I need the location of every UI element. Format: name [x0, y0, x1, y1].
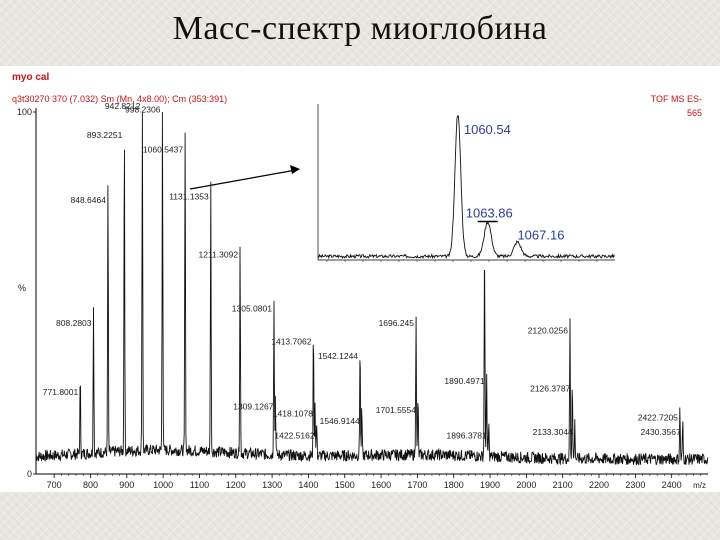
peak-label: 1546.9144	[320, 416, 360, 426]
main-trace	[35, 111, 709, 466]
peak-label: 1211.3092	[199, 249, 239, 259]
inset-pointer-arrowhead	[290, 165, 300, 174]
main-peak-labels: 771.8001 808.2803 848.6464 893.2251 942.8212…	[43, 101, 681, 440]
peak-label: 2422.7205	[638, 412, 678, 422]
sample-name: myo cal	[12, 72, 50, 83]
peak-label: 2133.3044	[533, 427, 573, 437]
x-tick-label: 1600	[371, 480, 391, 490]
spectrum-panel: myo cal q3t30270 370 (7.032) Sm (Mn, 4x8…	[0, 66, 720, 492]
peak-label: 771.8001	[43, 387, 79, 397]
acquisition-mode: TOF MS ES-	[650, 94, 702, 104]
peak-label: 1060.5437	[143, 144, 183, 154]
inset-background	[314, 96, 623, 270]
x-tick-label: 2200	[589, 480, 609, 490]
peak-label: 1696.245	[379, 318, 415, 328]
peak-label: 893.2251	[87, 130, 123, 140]
inset-peak-label: 1060.54	[464, 122, 511, 137]
mass-spectrum-chart: 700 800 900 1000 1100 1200 1300 1400 1500 1600 170…	[17, 96, 709, 490]
peak-label: 2126.3787	[530, 383, 570, 393]
x-axis-label: m/z	[693, 481, 706, 490]
x-tick-label: 1400	[298, 480, 318, 490]
inset-spectrum-line	[317, 115, 615, 260]
zoom-inset: 1060.54 1063.86 1067.16	[189, 96, 623, 270]
x-tick-label: 1300	[262, 480, 282, 490]
inset-peak-label: 1067.16	[517, 228, 564, 243]
peak-label: 1305.0801	[232, 304, 272, 314]
peak-label: 1418.1078	[273, 409, 313, 419]
x-tick-label: 1500	[335, 480, 355, 490]
x-tick-label: 700	[47, 480, 62, 490]
inset-pointer-line	[189, 169, 297, 190]
slide-title: Масс-спектр миоглобина	[172, 10, 548, 47]
x-tick-label: 1200	[226, 480, 246, 490]
intensity-counts: 565	[686, 108, 702, 118]
x-tick-label: 800	[83, 480, 98, 490]
peak-label: 1422.5162	[274, 430, 314, 440]
peak-label: 808.2803	[56, 318, 92, 328]
y-axis-label: %	[18, 283, 26, 293]
x-tick-label: 2000	[516, 480, 536, 490]
spectrum-line	[35, 111, 709, 466]
scan-info: q3t30270 370 (7.032) Sm (Mn, 4x8.00); Cm…	[12, 94, 228, 104]
peak-label: 1309.1267	[233, 401, 273, 411]
main-axes: 700 800 900 1000 1100 1200 1300 1400 1500 1600 170…	[17, 107, 708, 490]
x-tick-label: 1900	[480, 480, 500, 490]
x-tick-label: 1100	[190, 480, 209, 490]
peak-label: 1890.4971	[444, 376, 484, 386]
x-tick-label: 2300	[625, 480, 645, 490]
peak-label: 1413.7062	[271, 336, 311, 346]
x-tick-label: 2100	[553, 480, 573, 490]
peak-label: 942.8212	[105, 101, 141, 111]
y-tick-label: 0	[27, 469, 32, 479]
x-tick-label: 2400	[662, 480, 682, 490]
peak-label: 848.6464	[71, 195, 107, 205]
peak-label: 1701.5554	[376, 405, 416, 415]
x-tick-label: 1700	[407, 480, 427, 490]
peak-label: 2120.0256	[528, 325, 568, 335]
peak-label: 998.2306	[125, 105, 161, 115]
peak-label: 1131.1353	[169, 192, 209, 202]
inset-peak-label: 1063.86	[466, 205, 513, 220]
x-tick-label: 1000	[153, 480, 173, 490]
peak-label: 2430.3567	[641, 427, 681, 437]
y-tick-label: 100	[17, 107, 32, 117]
x-tick-label: 900	[119, 480, 134, 490]
peak-label: 1896.3781	[447, 430, 487, 440]
x-tick-label: 1800	[444, 480, 464, 490]
peak-label: 1542.1244	[318, 351, 358, 361]
